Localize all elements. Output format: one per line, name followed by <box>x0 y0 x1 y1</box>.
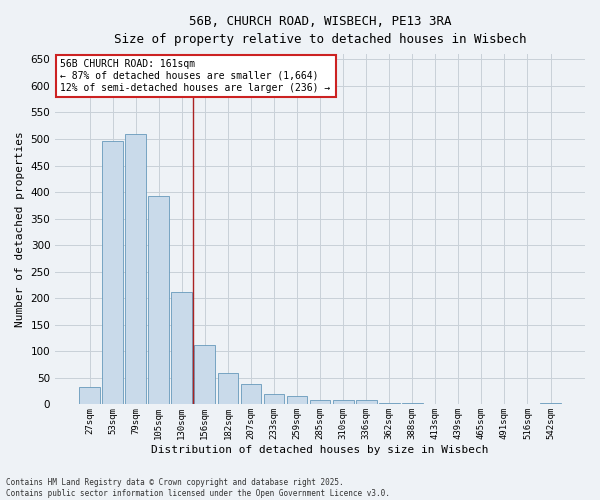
Bar <box>79 388 100 404</box>
Text: Contains HM Land Registry data © Crown copyright and database right 2025.
Contai: Contains HM Land Registry data © Crown c… <box>6 478 390 498</box>
Bar <box>402 403 422 404</box>
Title: 56B, CHURCH ROAD, WISBECH, PE13 3RA
Size of property relative to detached houses: 56B, CHURCH ROAD, WISBECH, PE13 3RA Size… <box>114 15 526 46</box>
Y-axis label: Number of detached properties: Number of detached properties <box>15 132 25 327</box>
Bar <box>287 396 307 404</box>
Bar <box>241 384 262 404</box>
Bar <box>333 400 353 404</box>
Bar <box>172 292 192 405</box>
Bar <box>356 400 377 404</box>
Bar <box>125 134 146 404</box>
Bar <box>194 345 215 405</box>
Bar <box>540 403 561 404</box>
Text: 56B CHURCH ROAD: 161sqm
← 87% of detached houses are smaller (1,664)
12% of semi: 56B CHURCH ROAD: 161sqm ← 87% of detache… <box>61 60 331 92</box>
Bar <box>218 372 238 404</box>
Bar <box>102 140 123 404</box>
Bar <box>263 394 284 404</box>
Bar <box>379 403 400 404</box>
Bar <box>148 196 169 404</box>
X-axis label: Distribution of detached houses by size in Wisbech: Distribution of detached houses by size … <box>151 445 489 455</box>
Bar <box>310 400 331 404</box>
